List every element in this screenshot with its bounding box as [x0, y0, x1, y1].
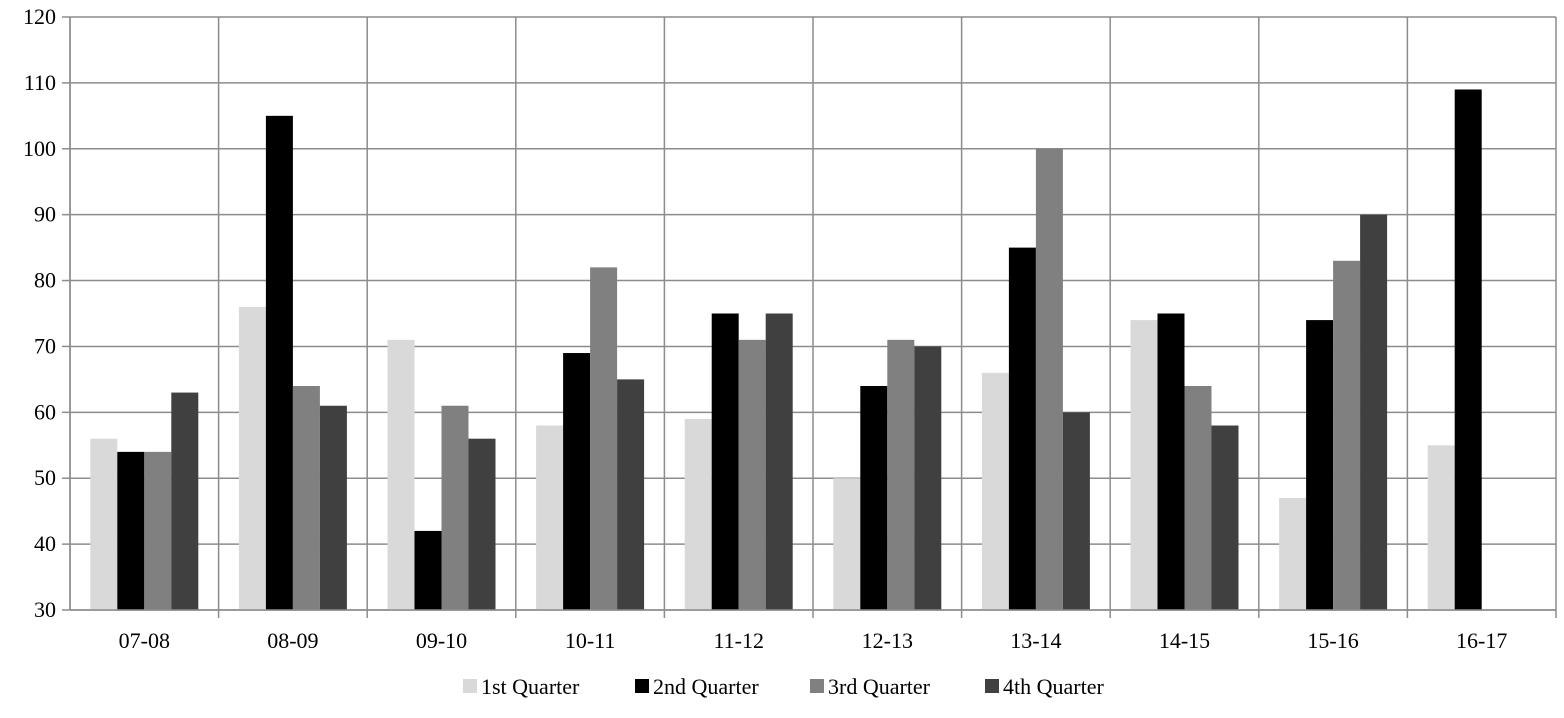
y-tick-label: 60 — [34, 399, 56, 424]
bar-3rd-quarter-09-10 — [441, 405, 469, 610]
y-tick-label: 30 — [34, 597, 56, 622]
bar-3rd-quarter-11-12 — [738, 339, 766, 610]
bar-4th-quarter-11-12 — [765, 313, 793, 610]
bar-1st-quarter-12-13 — [833, 478, 861, 610]
bar-4th-quarter-13-14 — [1062, 412, 1090, 610]
bar-2nd-quarter-07-08 — [117, 451, 145, 610]
x-tick-label: 07-08 — [119, 628, 170, 653]
bar-3rd-quarter-14-15 — [1184, 385, 1212, 610]
bar-1st-quarter-10-11 — [536, 425, 564, 610]
legend-swatch-4th-quarter — [985, 679, 999, 693]
bar-2nd-quarter-10-11 — [563, 353, 591, 610]
bar-3rd-quarter-15-16 — [1333, 260, 1361, 610]
bar-1st-quarter-14-15 — [1130, 320, 1158, 610]
x-tick-label: 09-10 — [416, 628, 467, 653]
bar-4th-quarter-08-09 — [319, 405, 347, 610]
bar-4th-quarter-14-15 — [1211, 425, 1239, 610]
x-tick-label: 13-14 — [1010, 628, 1061, 653]
bar-2nd-quarter-08-09 — [265, 115, 293, 610]
bar-2nd-quarter-15-16 — [1306, 320, 1334, 610]
bar-4th-quarter-09-10 — [468, 438, 496, 610]
bar-2nd-quarter-16-17 — [1454, 89, 1482, 610]
bar-3rd-quarter-13-14 — [1035, 148, 1063, 610]
bar-1st-quarter-16-17 — [1427, 445, 1455, 610]
legend-label: 1st Quarter — [481, 674, 580, 699]
x-tick-label: 10-11 — [565, 628, 616, 653]
bars — [90, 89, 1482, 610]
y-tick-label: 80 — [34, 268, 56, 293]
y-tick-label: 90 — [34, 202, 56, 227]
bar-2nd-quarter-09-10 — [414, 530, 442, 610]
bar-4th-quarter-12-13 — [914, 346, 942, 610]
bar-3rd-quarter-08-09 — [292, 385, 320, 610]
bar-2nd-quarter-11-12 — [711, 313, 739, 610]
bar-3rd-quarter-12-13 — [887, 339, 915, 610]
bar-1st-quarter-13-14 — [981, 372, 1009, 610]
legend-swatch-2nd-quarter — [635, 679, 649, 693]
x-tick-label: 12-13 — [862, 628, 913, 653]
y-tick-label: 70 — [34, 333, 56, 358]
bar-2nd-quarter-12-13 — [860, 385, 888, 610]
bar-4th-quarter-10-11 — [617, 379, 645, 610]
y-tick-label: 40 — [34, 531, 56, 556]
legend-swatch-1st-quarter — [463, 679, 477, 693]
y-tick-label: 120 — [23, 4, 56, 29]
legend-swatch-3rd-quarter — [810, 679, 824, 693]
x-tick-label: 11-12 — [713, 628, 764, 653]
bar-4th-quarter-15-16 — [1360, 214, 1388, 610]
bar-2nd-quarter-13-14 — [1008, 247, 1036, 610]
axes: 30 40 50 60 70 80 90 100 110 120 07-08 08-09 09-10 10… — [23, 4, 1556, 653]
x-tick-label: 08-09 — [267, 628, 318, 653]
bar-1st-quarter-07-08 — [90, 438, 118, 610]
bar-3rd-quarter-10-11 — [590, 267, 618, 610]
x-tick-label: 14-15 — [1159, 628, 1210, 653]
x-tick-label: 16-17 — [1456, 628, 1507, 653]
bar-2nd-quarter-14-15 — [1157, 313, 1185, 610]
bar-1st-quarter-15-16 — [1279, 497, 1307, 610]
legend-label: 3rd Quarter — [828, 674, 931, 699]
bar-1st-quarter-09-10 — [387, 339, 415, 610]
x-tick-label: 15-16 — [1307, 628, 1358, 653]
y-tick-label: 110 — [24, 70, 56, 95]
legend: 1st Quarter 2nd Quarter 3rd Quarter 4th Qua… — [463, 674, 1104, 699]
bar-3rd-quarter-07-08 — [144, 451, 172, 610]
y-tick-label: 100 — [23, 136, 56, 161]
bar-1st-quarter-08-09 — [238, 306, 266, 610]
bar-1st-quarter-11-12 — [684, 418, 712, 610]
y-tick-label: 50 — [34, 465, 56, 490]
bar-4th-quarter-07-08 — [171, 392, 199, 610]
legend-label: 2nd Quarter — [653, 674, 759, 699]
legend-label: 4th Quarter — [1003, 674, 1104, 699]
